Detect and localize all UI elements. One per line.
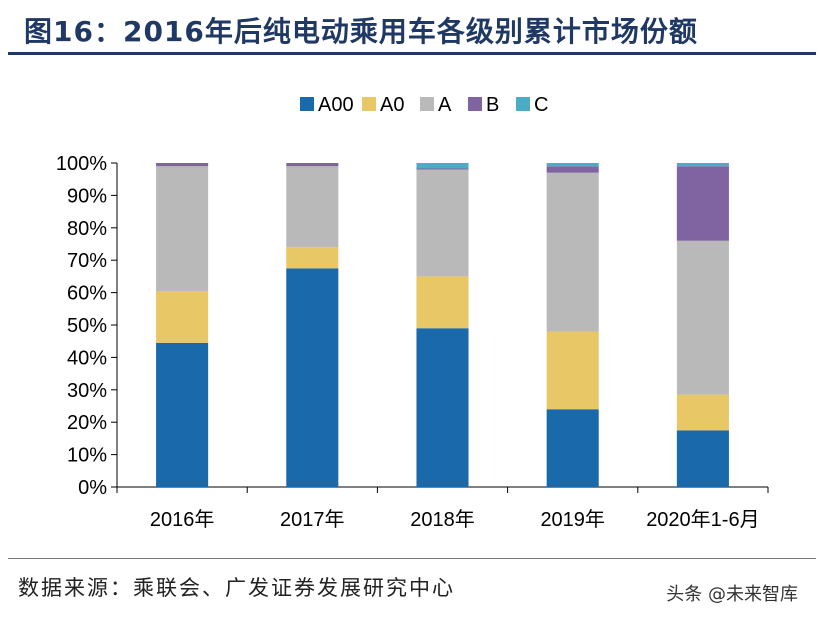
source-note: 数据来源：乘联会、广发证券发展研究中心: [18, 576, 455, 600]
y-tick-label: 40%: [67, 347, 107, 369]
y-tick-label: 10%: [67, 445, 107, 467]
bar-segment-c: [416, 163, 469, 169]
bar-segment-a00: [156, 342, 209, 487]
bar-segment-b: [156, 163, 209, 167]
chart-title: 图16：2016年后纯电动乘用车各级别累计市场份额: [24, 15, 698, 48]
title-underline: [8, 52, 816, 55]
x-tick-label: 2018年: [410, 508, 475, 531]
legend-label-a: A: [438, 94, 452, 116]
watermark: 头条 @未来智库: [666, 584, 798, 605]
bar-segment-a00: [676, 430, 729, 487]
chart-canvas: A00 A0 A B C 0% 10% 20% 30% 40% 50% 60% 70% 80% 90% 100…: [56, 94, 769, 531]
bar-segment-b: [416, 168, 469, 170]
bar-segment-a0: [416, 276, 469, 329]
bar-segment-a00: [286, 268, 339, 487]
y-tick-label: 30%: [67, 380, 107, 402]
bar-segment-a0: [676, 394, 729, 431]
bar-segment-a: [546, 172, 599, 332]
bar-segment-a: [416, 169, 469, 277]
y-tick-label: 60%: [67, 283, 107, 305]
legend-swatch-a: [420, 97, 434, 111]
bar-segment-a00: [416, 328, 469, 487]
legend-label-b: B: [486, 94, 499, 116]
bar-segment-a: [156, 166, 209, 291]
y-tick-label: 50%: [67, 315, 107, 337]
legend-label-c: C: [534, 94, 548, 116]
y-tick-label: 90%: [67, 185, 107, 207]
x-tick-label: 2016年: [150, 508, 215, 531]
y-tick-label: 20%: [67, 412, 107, 434]
y-tick-label: 100%: [56, 153, 107, 175]
x-tick-label: 2019年: [540, 508, 605, 531]
stacked-bar-chart: A00 A0 A B C 0% 10% 20% 30% 40% 50% 60% 70% 80% 90% 100…: [0, 70, 824, 550]
legend-swatch-a0: [362, 97, 376, 111]
legend-swatch-c: [516, 97, 530, 111]
bar-segment-a0: [286, 247, 339, 269]
y-tick-label: 80%: [67, 218, 107, 240]
legend-swatch-b: [468, 97, 482, 111]
x-tick-label: 2020年1-6月: [646, 508, 759, 531]
y-tick-label: 0%: [78, 477, 107, 499]
bar-segment-b: [546, 166, 599, 173]
legend-swatch-a00: [300, 97, 314, 111]
footer-divider: [8, 558, 816, 559]
bar-segment-b: [286, 163, 339, 167]
bar-segment-a0: [156, 290, 209, 343]
bar-segment-c: [676, 163, 729, 167]
legend-label-a00: A00: [318, 94, 354, 116]
y-tick-label: 70%: [67, 250, 107, 272]
bar-segment-b: [676, 166, 729, 241]
bar-segment-a: [676, 240, 729, 395]
bar-segment-a00: [546, 409, 599, 487]
bar-segment-a: [286, 166, 339, 248]
legend-label-a0: A0: [380, 94, 404, 116]
x-tick-label: 2017年: [280, 508, 345, 531]
bar-segment-c: [546, 163, 599, 167]
bar-segment-a0: [546, 331, 599, 410]
